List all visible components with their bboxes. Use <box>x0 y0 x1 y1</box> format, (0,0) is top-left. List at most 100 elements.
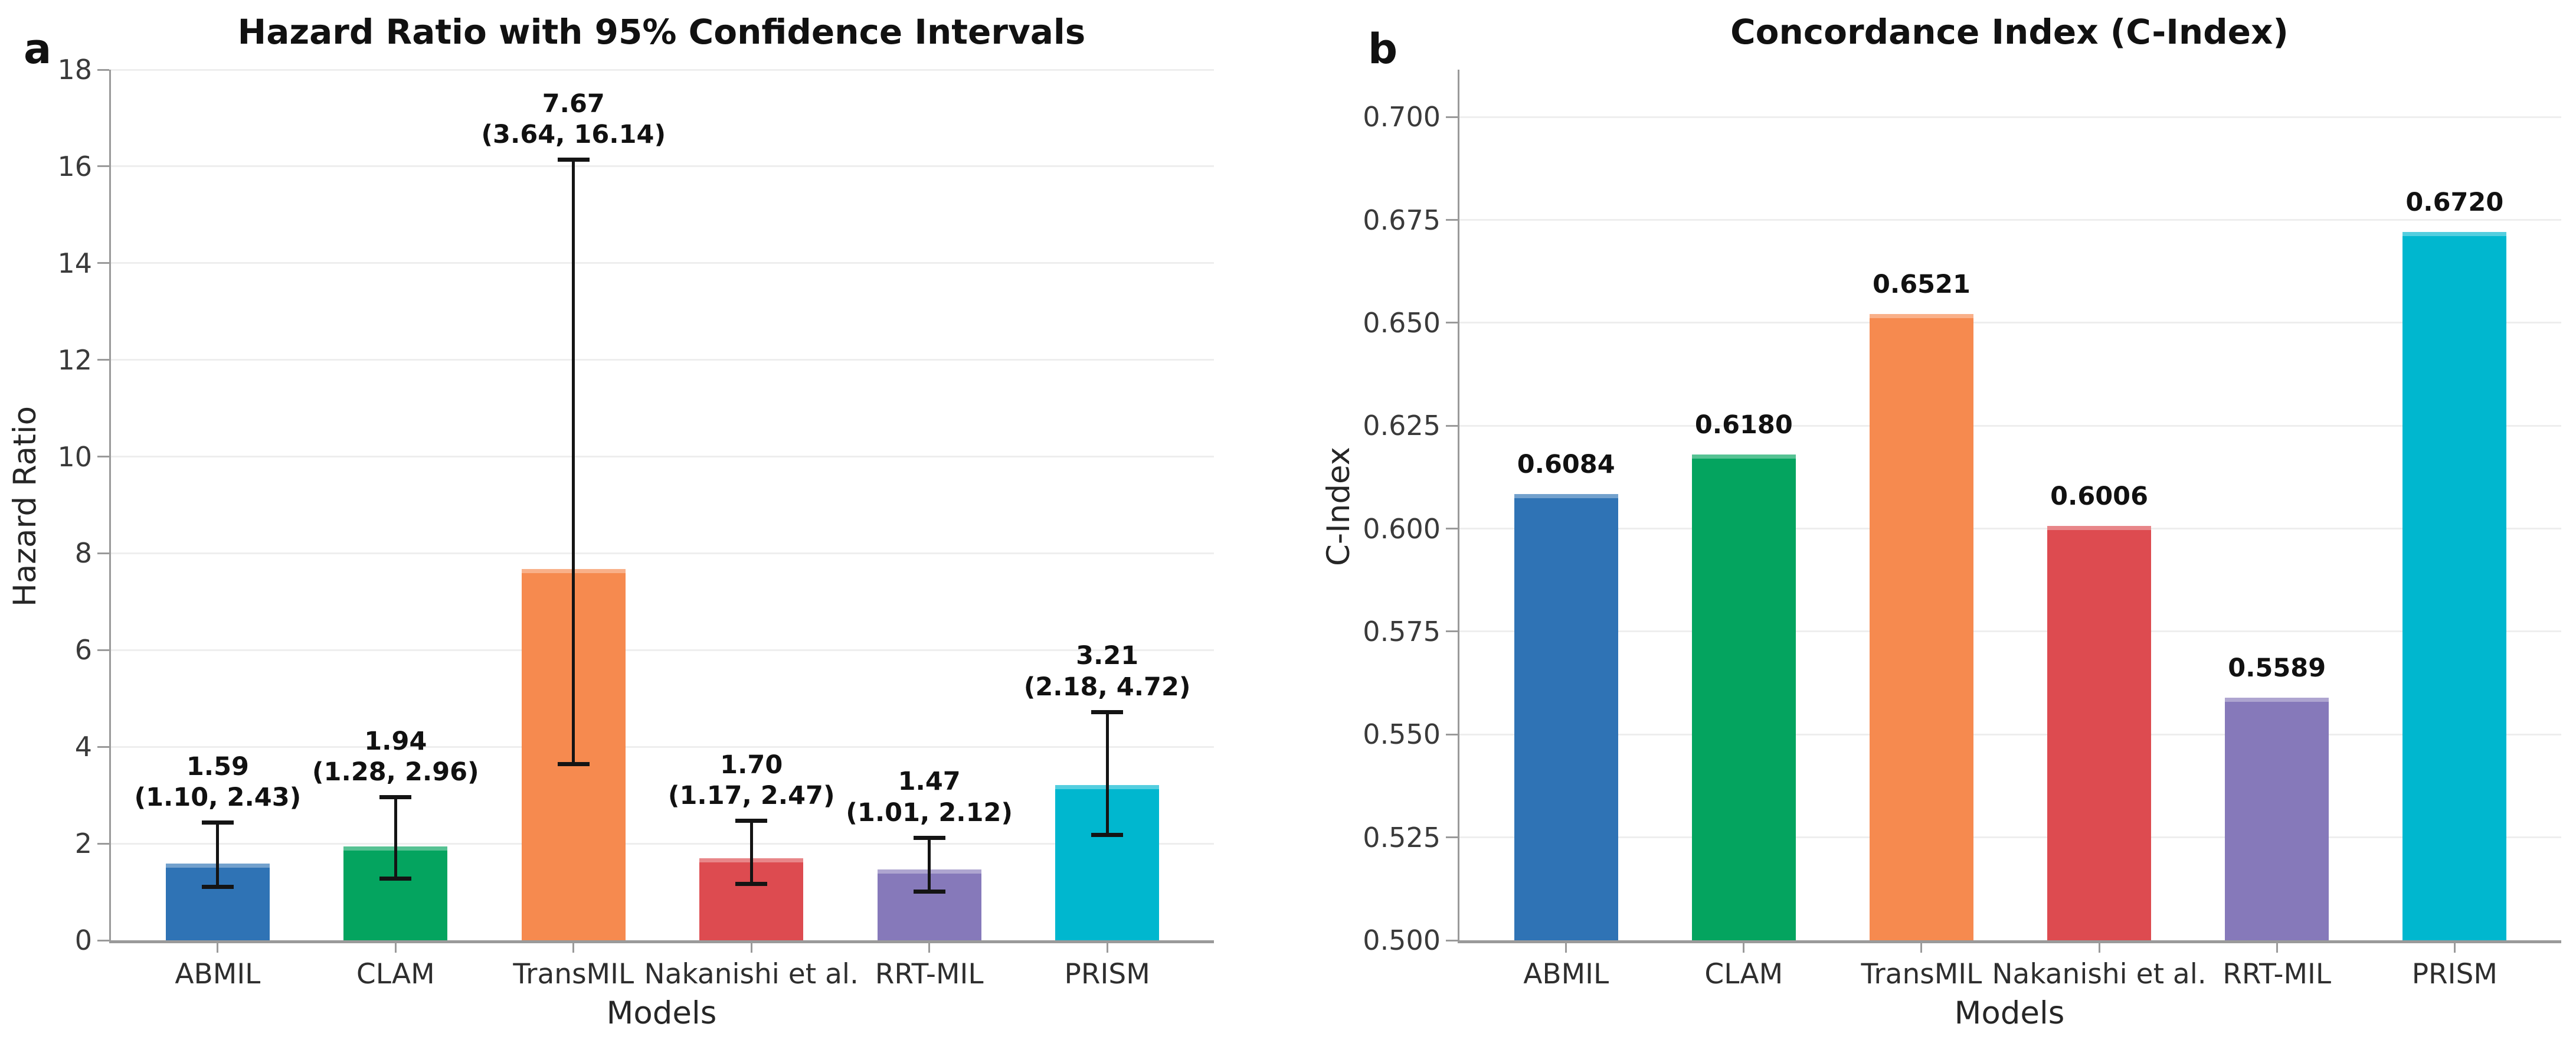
gridline <box>111 552 1214 554</box>
gridline <box>111 359 1214 361</box>
panel-b-y-axis-label: C-Index <box>1321 446 1357 567</box>
error-bar-cap-top <box>379 794 412 799</box>
annotation-line: 7.67 <box>542 89 605 119</box>
gridline <box>1459 836 2561 839</box>
error-bar-line <box>1105 712 1109 835</box>
panel-b-plot-area: 0.500 0.525 0.550 0.575 0.600 0.625 0.650 0.675… <box>1363 70 2561 990</box>
annotation-line: 1.94 <box>364 726 427 756</box>
y-tick-mark <box>97 165 109 168</box>
x-tick-label: PRISM <box>1064 958 1150 990</box>
y-tick-label: 0.550 <box>1363 718 1441 751</box>
y-tick-label: 12 <box>57 344 92 376</box>
bar <box>1691 455 1796 940</box>
y-tick-label: 0 <box>74 924 92 956</box>
x-tick-mark <box>217 943 219 953</box>
error-bar-line <box>216 822 220 887</box>
error-bar-cap-bottom <box>557 762 590 767</box>
y-tick-label: 0.575 <box>1363 615 1441 648</box>
annotation-line: 1.70 <box>720 750 783 780</box>
y-tick-label: 0.500 <box>1363 924 1441 956</box>
bar <box>2225 698 2329 940</box>
x-tick-mark <box>394 943 397 953</box>
x-tick-mark <box>572 943 575 953</box>
y-tick-mark <box>97 552 109 554</box>
y-tick-mark <box>97 359 109 361</box>
bar-value-annotation: 0.5589 <box>2228 653 2326 683</box>
bar-top-highlight <box>1691 455 1796 459</box>
annotation-line: 1.47 <box>898 767 961 797</box>
y-tick-mark <box>1446 939 1458 941</box>
x-tick-mark <box>2453 943 2456 953</box>
gridline <box>1459 630 2561 633</box>
bar-value-annotation: 1.94 (1.28, 2.96) <box>230 726 561 788</box>
bar-value-annotation: 1.59 (1.10, 2.43) <box>53 751 383 813</box>
y-tick-label: 6 <box>74 634 92 666</box>
y-tick-label: 10 <box>57 440 92 473</box>
error-bar-cap-bottom <box>1091 832 1124 837</box>
annotation-line: (1.01, 2.12) <box>846 797 1013 828</box>
gridline <box>111 456 1214 458</box>
error-bar-cap-top <box>735 819 768 823</box>
gridline <box>1459 116 2561 118</box>
panel-b-x-axis-label: Models <box>1954 995 2065 1031</box>
bar-value-annotation: 0.6084 <box>1517 449 1615 479</box>
y-tick-mark <box>1446 219 1458 221</box>
x-tick-mark <box>2276 943 2278 953</box>
x-tick-mark <box>1743 943 1745 953</box>
bar-top-highlight <box>1869 314 1973 319</box>
x-tick-label: Nakanishi et al. <box>644 958 859 990</box>
x-tick-label: ABMIL <box>1523 958 1609 990</box>
gridline <box>1459 322 2561 324</box>
y-tick-label: 4 <box>74 731 92 763</box>
bar <box>2047 526 2152 940</box>
annotation-line: 3.21 <box>1076 641 1139 671</box>
y-tick-label: 8 <box>74 537 92 570</box>
x-tick-label: CLAM <box>356 958 435 990</box>
y-tick-label: 0.525 <box>1363 821 1441 854</box>
panel-a-letter: a <box>24 25 52 73</box>
bar <box>2402 232 2507 940</box>
bar-value-annotation: 0.6006 <box>2050 481 2149 511</box>
y-tick-mark <box>1446 836 1458 839</box>
error-bar-line <box>928 838 931 892</box>
error-bar-cap-top <box>557 157 590 162</box>
bar-value-annotation: 3.21 (2.18, 4.72) <box>942 640 1272 702</box>
y-tick-label: 0.700 <box>1363 101 1441 133</box>
y-tick-label: 18 <box>57 54 92 86</box>
error-bar-line <box>749 820 753 884</box>
x-tick-mark <box>928 943 931 953</box>
x-tick-label: Nakanishi et al. <box>1992 958 2207 990</box>
gridline <box>1459 528 2561 530</box>
annotation-line: (2.18, 4.72) <box>1023 672 1191 702</box>
bar-value-annotation: 1.70 (1.17, 2.47) <box>586 750 917 812</box>
gridline <box>111 165 1214 168</box>
gridline <box>111 262 1214 264</box>
panel-a-plot-area: 0 2 4 6 8 10 12 14 16 18 1.59 (1.10, 2.43) 1.94 (1.28… <box>57 54 1214 990</box>
error-bar-cap-bottom <box>735 881 768 886</box>
x-tick-label: ABMIL <box>175 958 261 990</box>
y-tick-label: 0.650 <box>1363 306 1441 339</box>
gridline <box>111 746 1214 748</box>
bar <box>1514 494 1618 940</box>
error-bar-line <box>572 159 575 764</box>
x-tick-mark <box>1920 943 1923 953</box>
x-tick-label: RRT-MIL <box>875 958 984 990</box>
y-tick-mark <box>97 939 109 941</box>
y-tick-mark <box>97 746 109 748</box>
bar-value-annotation: 0.6180 <box>1694 410 1793 440</box>
panel-a-x-axis-label: Models <box>606 995 717 1031</box>
bar-value-annotation: 7.67 (3.64, 16.14) <box>408 89 739 151</box>
y-tick-label: 14 <box>57 247 92 279</box>
y-tick-mark <box>1446 424 1458 427</box>
gridline <box>111 68 1214 71</box>
panel-b-title: Concordance Index (C-Index) <box>1730 12 2289 52</box>
x-tick-label: CLAM <box>1704 958 1783 990</box>
x-tick-label: TransMIL <box>1861 958 1982 990</box>
y-tick-mark <box>97 68 109 71</box>
error-bar-cap-bottom <box>201 885 234 890</box>
bar-top-highlight <box>2047 526 2152 531</box>
bar-value-annotation: 1.47 (1.01, 2.12) <box>764 766 1095 828</box>
bar <box>1869 314 1973 940</box>
x-tick-mark <box>750 943 752 953</box>
bar-top-highlight <box>2225 698 2329 702</box>
